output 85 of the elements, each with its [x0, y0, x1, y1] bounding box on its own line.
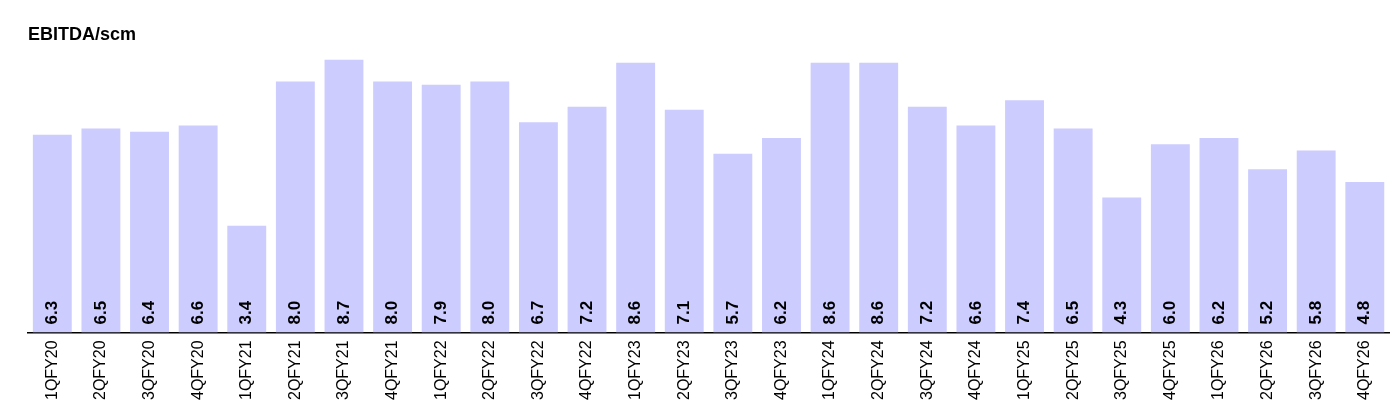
data-label: 8.6 — [868, 300, 888, 325]
x-tick-label: 3QFY25 — [1112, 340, 1130, 401]
data-label: 8.0 — [382, 300, 402, 325]
x-tick-label: 3QFY23 — [723, 340, 741, 401]
data-label: 6.5 — [90, 300, 110, 325]
data-label: 5.7 — [722, 300, 742, 325]
bar — [907, 106, 947, 333]
bar — [421, 84, 461, 333]
data-label: 8.6 — [819, 300, 839, 325]
data-label: 5.8 — [1305, 300, 1325, 325]
bar — [1150, 144, 1190, 333]
data-label: 7.4 — [1014, 300, 1034, 325]
x-tick-label: 1QFY25 — [1014, 340, 1032, 401]
x-tick-label: 2QFY22 — [480, 340, 498, 401]
x-tick-label: 4QFY20 — [188, 340, 206, 401]
bar — [32, 134, 72, 333]
data-label: 7.9 — [430, 300, 450, 325]
data-label: 7.2 — [576, 300, 596, 325]
bar — [762, 138, 801, 333]
bar — [810, 62, 850, 333]
bar — [859, 62, 899, 333]
bar — [470, 81, 510, 333]
bar — [713, 153, 753, 333]
data-label: 6.7 — [528, 300, 548, 325]
x-tick-label: 3QFY24 — [917, 340, 935, 401]
data-label: 6.2 — [771, 300, 791, 325]
data-label: 8.0 — [479, 300, 499, 325]
x-tick-label: 3QFY26 — [1306, 340, 1324, 401]
bar — [324, 59, 364, 333]
x-tick-label: 4QFY22 — [577, 340, 595, 401]
x-tick-label: 4QFY25 — [1160, 340, 1178, 401]
data-label: 8.6 — [625, 300, 645, 325]
x-tick-label: 1QFY26 — [1209, 340, 1227, 401]
x-tick-label: 2QFY26 — [1257, 340, 1275, 401]
x-tick-label: 1QFY20 — [42, 340, 60, 401]
bar — [518, 122, 558, 333]
chart-title: EBITDA/scm — [28, 23, 137, 44]
bar — [373, 81, 413, 333]
data-label: 6.0 — [1160, 300, 1180, 325]
bar — [664, 109, 704, 333]
x-tick-label: 3QFY21 — [334, 340, 352, 401]
data-label: 4.3 — [1111, 300, 1131, 325]
data-label: 8.7 — [333, 300, 353, 325]
bar — [1102, 197, 1142, 333]
bar — [227, 225, 267, 333]
data-label: 7.1 — [673, 300, 693, 325]
x-tick-label: 2QFY23 — [674, 340, 692, 401]
x-tick-label: 2QFY25 — [1063, 340, 1081, 401]
bar — [616, 62, 656, 333]
x-tick-label: 4QFY24 — [966, 340, 984, 401]
data-label: 8.0 — [285, 300, 305, 325]
x-tick-label: 1QFY24 — [820, 340, 838, 401]
data-label: 6.2 — [1208, 300, 1228, 325]
data-label: 6.5 — [1062, 300, 1082, 325]
data-label: 6.6 — [187, 300, 207, 325]
bar — [1199, 138, 1239, 333]
data-label: 4.8 — [1354, 300, 1374, 325]
x-tick-label: 4QFY26 — [1355, 340, 1373, 401]
bar — [1005, 100, 1044, 333]
bar — [1296, 150, 1336, 333]
data-label: 3.4 — [236, 300, 256, 325]
bar — [275, 81, 315, 333]
x-tick-label: 4QFY23 — [771, 340, 789, 401]
x-tick-label: 2QFY21 — [285, 340, 303, 401]
data-label: 7.2 — [916, 300, 936, 325]
x-tick-label: 1QFY23 — [626, 340, 644, 401]
bar — [1345, 181, 1385, 333]
x-tick-label: 3QFY22 — [528, 340, 546, 401]
bar — [178, 125, 218, 333]
bar — [1248, 169, 1288, 333]
bar — [1053, 128, 1093, 333]
bar — [81, 128, 121, 333]
x-tick-label: 2QFY20 — [91, 340, 109, 401]
x-tick-label: 2QFY24 — [869, 340, 887, 401]
data-label: 6.4 — [139, 300, 159, 325]
x-tick-label: 1QFY22 — [431, 340, 449, 401]
bar — [956, 125, 996, 333]
data-label: 6.3 — [41, 300, 61, 325]
bar — [130, 131, 169, 333]
x-tick-label: 3QFY20 — [139, 340, 157, 401]
bar — [567, 106, 607, 333]
data-label: 5.2 — [1257, 300, 1277, 325]
x-tick-label: 4QFY21 — [382, 340, 400, 401]
x-tick-label: 1QFY21 — [237, 340, 255, 401]
data-label: 6.6 — [965, 300, 985, 325]
